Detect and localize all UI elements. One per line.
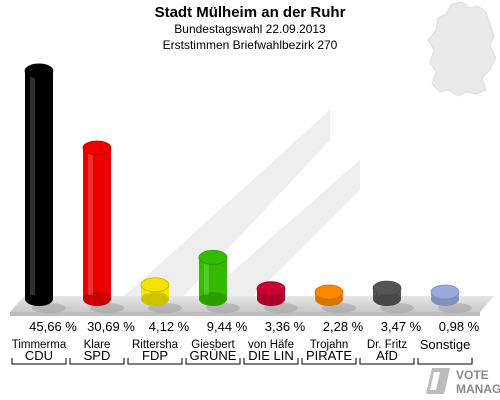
- candidate-label: Giesbert: [191, 339, 235, 351]
- party-label: PIRATE: [306, 348, 352, 363]
- bar-pirate: [314, 284, 356, 313]
- page-subtitle-2: Erststimmen Briefwahlbezirk 270: [163, 38, 338, 52]
- value-label: 0,98 %: [439, 319, 480, 334]
- value-label: 4,12 %: [149, 319, 190, 334]
- party-label: GRÜNE: [190, 348, 237, 363]
- party-label: CDU: [25, 348, 53, 363]
- party-underline: [417, 358, 473, 365]
- background-decoration: [120, 110, 360, 300]
- party-underline: [359, 358, 415, 365]
- party-label: Sonstige: [420, 337, 471, 352]
- party-label: AfD: [376, 348, 398, 363]
- party-underline: [243, 358, 299, 365]
- value-label: 30,69 %: [87, 319, 135, 334]
- page-subtitle: Bundestagswahl 22.09.2013: [174, 22, 326, 36]
- bar-sonstige: [430, 284, 472, 313]
- party-underline: [11, 358, 67, 365]
- party-label: FDP: [142, 348, 168, 363]
- value-label: 45,66 %: [29, 319, 77, 334]
- value-label: 3,36 %: [265, 319, 306, 334]
- candidate-label: Klare: [84, 339, 111, 351]
- bar-cdu: [24, 63, 66, 313]
- value-label: 2,28 %: [323, 319, 364, 334]
- vote-manager-logo: VOTE MANAGER: [426, 368, 500, 396]
- germany-map-icon: [427, 1, 497, 97]
- bar-spd: [82, 140, 124, 313]
- value-label: 3,47 %: [381, 319, 422, 334]
- party-underline: [301, 358, 357, 365]
- party-underline: [185, 358, 241, 365]
- bar-grüne: [198, 249, 240, 313]
- bar-fdp: [140, 277, 182, 313]
- svg-text:VOTE: VOTE: [456, 368, 489, 382]
- candidate-label: Trojahn: [310, 339, 349, 351]
- value-label: 9,44 %: [207, 319, 248, 334]
- bar-die-lin: [256, 281, 298, 313]
- candidate-label: Dr. Fritz: [367, 339, 407, 351]
- party-underline: [69, 358, 125, 365]
- party-label: DIE LIN: [248, 348, 294, 363]
- candidate-label: von Häfe: [248, 339, 294, 351]
- party-label: SPD: [84, 348, 111, 363]
- svg-text:MANAGER: MANAGER: [456, 382, 500, 396]
- page-title: Stadt Mülheim an der Ruhr: [155, 4, 346, 21]
- party-underline: [127, 358, 183, 365]
- chart-floor: [10, 296, 494, 312]
- candidate-label: Rittersha: [132, 339, 179, 351]
- chart-floor-edge: [10, 312, 480, 316]
- candidate-label: Timmerma: [12, 339, 67, 351]
- bar-afd: [372, 280, 414, 313]
